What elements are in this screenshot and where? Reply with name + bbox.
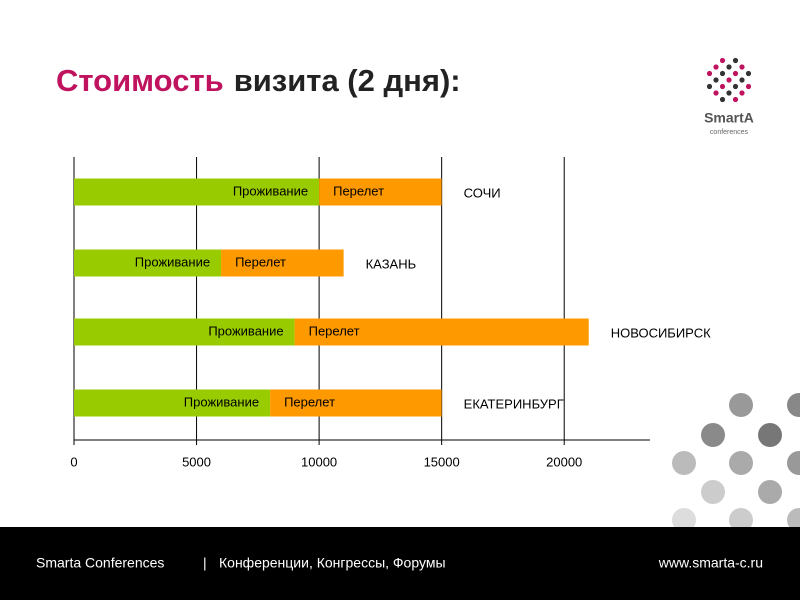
logo-dot (713, 77, 719, 83)
decor-circle (672, 451, 696, 475)
decor-circle (758, 480, 782, 504)
logo-dot (719, 70, 726, 77)
logo-dot (732, 70, 739, 77)
bar-segment (294, 318, 589, 346)
decor-circle (701, 480, 725, 504)
bar-segment (270, 389, 442, 417)
x-tick-label: 15000 (424, 454, 460, 469)
decor-circles (672, 393, 800, 532)
category-label: ЕКАТЕРИНБУРГ (464, 396, 564, 411)
footer-bar (0, 527, 800, 600)
segment-label: Проживание (233, 183, 308, 198)
decor-circle (672, 508, 696, 532)
footer-url: www.smarta-c.ru (658, 555, 763, 571)
bar-segment (74, 178, 320, 206)
bar-segment (221, 249, 344, 277)
decor-circle (787, 451, 800, 475)
logo-dot (732, 83, 739, 90)
category-label: НОВОСИБИРСК (611, 325, 711, 340)
decor-circle (729, 508, 753, 532)
footer-slogan: Конференции, Конгрессы, Форумы (219, 555, 446, 571)
title-highlight: Стоимость (56, 63, 224, 98)
bar-segment (74, 318, 295, 346)
logo-dot (719, 83, 726, 90)
segment-label: Перелет (333, 183, 384, 198)
footer-separator: | (203, 555, 207, 571)
logo-dot (713, 64, 719, 70)
logo-tagline: conferences (710, 129, 749, 136)
bar-segment (74, 249, 222, 277)
x-tick-label: 10000 (301, 454, 337, 469)
logo-mark (706, 57, 752, 103)
logo-dot (739, 77, 745, 83)
logo-dot (719, 96, 726, 103)
segment-label: Проживание (135, 254, 210, 269)
category-label: КАЗАНЬ (366, 256, 417, 271)
x-tick-label: 0 (70, 454, 77, 469)
chart: 0 5000 10000 15000 20000 Проживание Перелет СОЧ… (70, 157, 711, 469)
logo-dot (745, 83, 752, 90)
decor-circle (729, 451, 753, 475)
footer-company: Smarta Conferences (36, 555, 164, 571)
bar-segment (319, 178, 442, 206)
logo-dot (726, 90, 732, 96)
segment-label: Перелет (284, 394, 335, 409)
logo-dot (732, 57, 739, 64)
slide-title: Стоимость визита (2 дня): (56, 63, 461, 98)
decor-circle (787, 508, 800, 532)
logo-dot (726, 64, 732, 70)
logo-dot (706, 70, 713, 77)
decor-circle (729, 393, 753, 417)
decor-circle (787, 393, 800, 417)
logo-dot (732, 96, 739, 103)
decor-circle (701, 423, 725, 447)
x-tick-label: 5000 (182, 454, 211, 469)
logo-dot (739, 64, 745, 70)
logo-dot (726, 77, 732, 83)
logo-name: SmartA (704, 110, 754, 126)
decor-circle (758, 423, 782, 447)
x-tick-label: 20000 (546, 454, 582, 469)
bar-segment (74, 389, 271, 417)
category-label: СОЧИ (464, 185, 501, 200)
segment-label: Перелет (235, 254, 286, 269)
segment-label: Перелет (309, 323, 360, 338)
logo-dot (706, 83, 713, 90)
logo-dot (713, 90, 719, 96)
title-rest: визита (2 дня): (234, 63, 461, 98)
logo-dot (739, 90, 745, 96)
segment-label: Проживание (208, 323, 283, 338)
segment-label: Проживание (184, 394, 259, 409)
logo-dot (719, 57, 726, 64)
logo-dot (745, 70, 752, 77)
